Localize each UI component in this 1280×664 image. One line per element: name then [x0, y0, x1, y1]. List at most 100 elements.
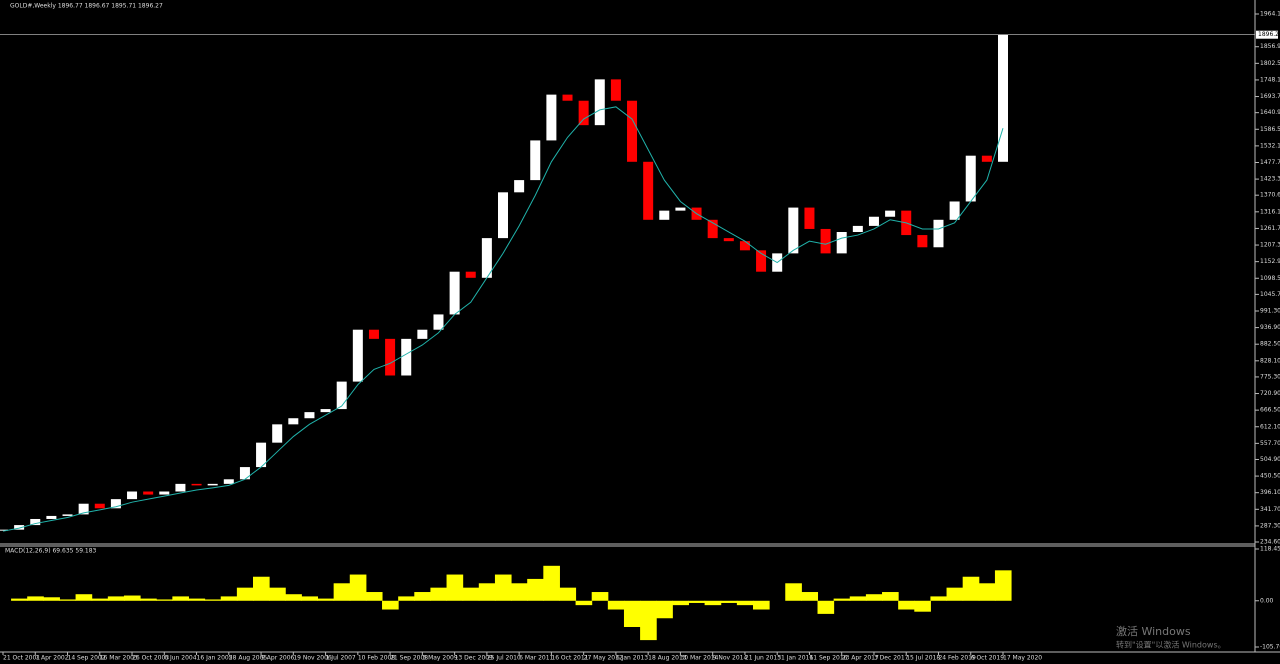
y-tick-label: 1477.70 — [1260, 159, 1280, 166]
candle — [239, 467, 250, 480]
current-price-label: 1896.27 — [1258, 31, 1280, 38]
x-tick-label: 28 Aug 2005 — [229, 655, 268, 662]
candle — [207, 483, 218, 486]
x-tick-label: 30 Mar 2014 — [680, 655, 718, 662]
candle — [756, 250, 767, 272]
candle — [659, 210, 670, 220]
candle — [707, 219, 718, 239]
candle — [949, 201, 960, 220]
macd-bar — [236, 587, 254, 601]
candle — [401, 338, 412, 376]
y-tick-label: 991.30 — [1260, 307, 1280, 314]
y-tick-label: 450.50 — [1260, 473, 1280, 480]
candle — [917, 235, 928, 248]
x-tick-label: 31 Jan 2016 — [777, 655, 813, 662]
macd-bar — [188, 598, 206, 601]
candle — [514, 180, 525, 193]
y-tick-label: 504.90 — [1260, 456, 1280, 463]
candle — [610, 79, 621, 101]
candle — [998, 34, 1008, 162]
x-tick-label: 27 May 2012 — [584, 655, 623, 662]
macd-bar — [27, 596, 44, 601]
candle — [304, 412, 315, 419]
x-tick-label: 15 Jul 2018 — [906, 655, 940, 662]
macd-bar — [478, 583, 496, 601]
macd-bar — [301, 596, 319, 601]
macd-bar — [511, 583, 528, 601]
macd-bar — [382, 600, 399, 610]
y-tick-label: 1098.50 — [1260, 275, 1280, 282]
candle — [804, 207, 815, 229]
macd-bar — [720, 600, 738, 603]
macd-bar — [753, 600, 770, 610]
macd-bar — [123, 595, 141, 601]
y-tick-label: 1640.90 — [1260, 109, 1280, 116]
macd-bar — [849, 596, 867, 601]
macd-tick-label: 118.45 — [1260, 546, 1280, 553]
macd-bar — [994, 570, 1012, 601]
y-tick-label: 1370.60 — [1260, 192, 1280, 199]
candle — [530, 140, 541, 181]
y-tick-label: 396.10 — [1260, 489, 1280, 496]
macd-bar — [220, 596, 238, 601]
candle — [191, 483, 202, 486]
candle — [110, 499, 121, 509]
candle — [143, 491, 154, 495]
candle — [368, 329, 379, 339]
y-tick-label: 936.90 — [1260, 324, 1280, 331]
candle — [643, 161, 654, 220]
macd-bar — [865, 594, 883, 601]
x-tick-label: 6 Mar 2011 — [519, 655, 553, 662]
macd-bar — [462, 587, 480, 601]
macd-bar — [833, 598, 851, 601]
x-tick-label: 3 May 2009 — [422, 655, 457, 662]
x-tick-label: 26 Oct 2003 — [132, 655, 169, 662]
x-tick-label: 21 Sep 2008 — [390, 655, 428, 662]
macd-bar — [140, 598, 157, 601]
candle — [498, 192, 508, 239]
x-tick-label: 10 Feb 2008 — [358, 655, 396, 662]
macd-bar — [914, 600, 931, 612]
candle — [14, 525, 25, 530]
macd-bar — [978, 583, 996, 601]
macd-bar — [494, 574, 512, 601]
macd-bar — [91, 598, 109, 601]
candle — [594, 79, 605, 126]
candle — [981, 155, 992, 162]
candle — [836, 232, 847, 254]
macd-bar — [75, 594, 93, 601]
macd-bar — [882, 592, 899, 601]
candle — [965, 155, 976, 202]
macd-bar — [962, 576, 980, 601]
candle — [94, 503, 105, 509]
candle — [159, 491, 170, 495]
candle — [385, 338, 396, 376]
y-tick-label: 1748.10 — [1260, 76, 1280, 83]
y-tick-label: 1045.70 — [1260, 291, 1280, 298]
macd-bar — [559, 587, 577, 601]
current-price-box — [1256, 30, 1278, 39]
x-tick-label: 16 Mar 2003 — [100, 655, 138, 662]
candle — [449, 271, 460, 315]
x-tick-label: 19 Nov 2006 — [293, 655, 332, 662]
candle — [868, 216, 879, 226]
x-tick-label: 24 Feb 2019 — [938, 655, 976, 662]
candle — [336, 381, 347, 410]
y-tick-label: 234.60 — [1260, 539, 1280, 546]
y-tick-label: 612.10 — [1260, 423, 1280, 430]
y-tick-label: 287.30 — [1260, 522, 1280, 529]
macd-bar — [543, 565, 560, 601]
y-tick-label: 720.90 — [1260, 390, 1280, 397]
x-tick-label: 13 Dec 2009 — [455, 655, 494, 662]
macd-bar — [43, 597, 60, 601]
x-tick-label: 6 Jun 2004 — [164, 655, 196, 662]
x-tick-label: 1 Jul 2007 — [326, 655, 356, 662]
macd-bar — [285, 594, 302, 601]
ma-line — [2, 106, 1004, 532]
macd-bar — [253, 576, 270, 601]
y-tick-label: 882.50 — [1260, 341, 1280, 348]
macd-bar — [269, 587, 286, 601]
candle — [546, 94, 557, 141]
macd-tick-label: -105.768 — [1260, 644, 1280, 651]
